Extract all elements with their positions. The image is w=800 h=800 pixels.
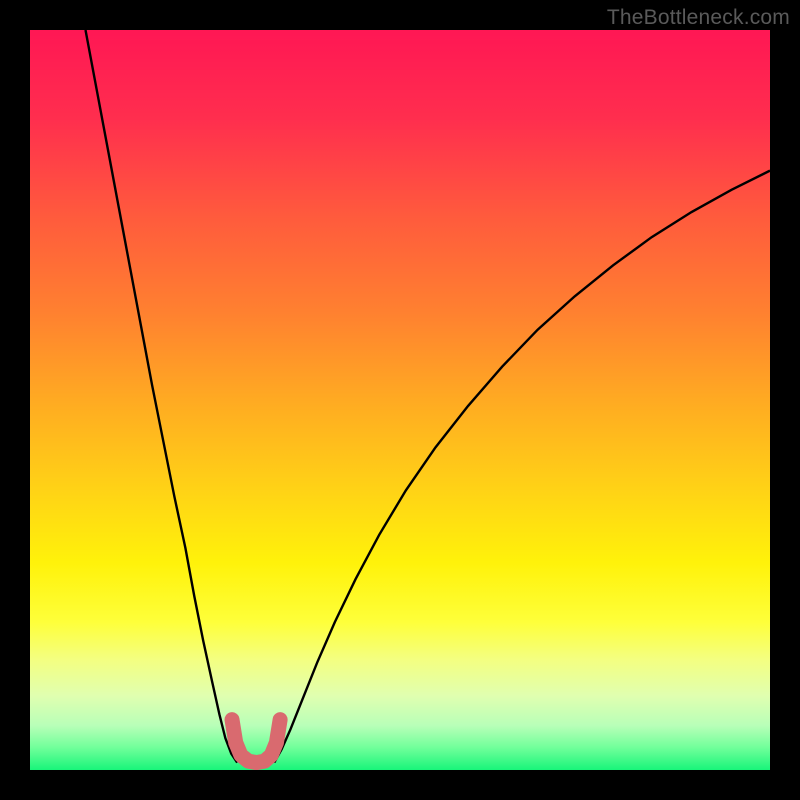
curve-left-branch	[86, 30, 238, 763]
trough-marker	[232, 720, 280, 763]
curves-layer	[30, 30, 770, 770]
chart-frame: TheBottleneck.com	[0, 0, 800, 800]
watermark-text: TheBottleneck.com	[607, 6, 790, 30]
plot-area	[30, 30, 770, 770]
curve-right-branch	[274, 171, 770, 763]
